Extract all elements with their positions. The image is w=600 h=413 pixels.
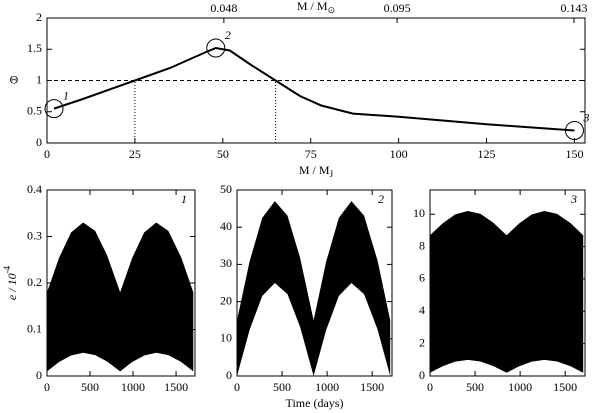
point-marker bbox=[564, 121, 584, 140]
y-tick-label: 0.5 bbox=[27, 104, 42, 118]
x2-axis-label-text: M / M bbox=[297, 0, 328, 13]
x2-tick-label: 0.048 bbox=[210, 1, 237, 15]
y-tick-label: 0.4 bbox=[27, 182, 42, 196]
envelope-area bbox=[430, 211, 584, 373]
y-tick-label: 0 bbox=[36, 368, 42, 382]
x-tick-label: 0 bbox=[44, 380, 50, 394]
x-axis-label-text: M / M bbox=[299, 163, 330, 177]
x-axis-label-sub: J bbox=[330, 169, 334, 179]
y-tick-label: 0.2 bbox=[27, 275, 42, 289]
x-tick-label: 25 bbox=[129, 147, 141, 161]
x-tick-label: 1500 bbox=[164, 380, 188, 394]
point-label: 3 bbox=[582, 110, 589, 124]
plot-frame bbox=[429, 189, 586, 377]
y-tick-label: 0.3 bbox=[27, 228, 42, 242]
plot-frame bbox=[46, 189, 196, 377]
x-tick-label: 0 bbox=[234, 380, 240, 394]
point-label: 1 bbox=[63, 88, 69, 102]
x-tick-label: 500 bbox=[466, 380, 484, 394]
x-tick-label: 1000 bbox=[121, 380, 145, 394]
y-axis-label-text: e / 10 bbox=[5, 273, 19, 300]
point-marker bbox=[44, 99, 64, 119]
x-tick-label: 1500 bbox=[553, 380, 577, 394]
y-axis-label: e / 10-4 bbox=[2, 265, 19, 300]
y-tick-label: 10 bbox=[413, 206, 425, 220]
envelope-area bbox=[47, 222, 194, 372]
y-tick-label: 6 bbox=[419, 271, 425, 285]
y-tick-label: 2 bbox=[419, 335, 425, 349]
data-line bbox=[53, 46, 575, 132]
x2-tick-label: 0.095 bbox=[384, 1, 411, 15]
y-axis-label-sup: -4 bbox=[2, 265, 12, 273]
y-tick-label: 0 bbox=[419, 368, 425, 382]
x-tick-label: 500 bbox=[81, 380, 99, 394]
x2-axis-label-sub: ⊙ bbox=[328, 5, 336, 15]
panel-label: 2 bbox=[378, 192, 384, 206]
y-tick-label: 0 bbox=[36, 135, 42, 149]
point-marker bbox=[206, 38, 226, 58]
y-tick-label: 10 bbox=[220, 331, 232, 345]
x-axis-label: M / MJ bbox=[299, 163, 334, 179]
y-tick-label: 4 bbox=[419, 303, 425, 317]
y-tick-label: 0 bbox=[226, 368, 232, 382]
plot-frame bbox=[46, 17, 586, 144]
y-tick-label: 50 bbox=[220, 182, 232, 196]
x-tick-label: 1500 bbox=[360, 380, 384, 394]
x-tick-label: 150 bbox=[565, 147, 583, 161]
panel-label: 3 bbox=[570, 192, 577, 206]
x-tick-label: 50 bbox=[217, 147, 229, 161]
y-axis-label: Θ bbox=[10, 72, 19, 86]
panel-label: 1 bbox=[181, 192, 187, 206]
x-tick-label: 100 bbox=[390, 147, 408, 161]
y-tick-label: 1 bbox=[36, 72, 42, 86]
x-tick-label: 1000 bbox=[508, 380, 532, 394]
point-label: 2 bbox=[225, 28, 231, 42]
x-tick-label: 125 bbox=[478, 147, 496, 161]
y-tick-label: 0.1 bbox=[27, 321, 42, 335]
x-tick-label: 500 bbox=[273, 380, 291, 394]
y-tick-label: 8 bbox=[419, 238, 425, 252]
x-axis-label: Time (days) bbox=[286, 396, 344, 410]
x-tick-label: 1000 bbox=[315, 380, 339, 394]
y-tick-label: 20 bbox=[220, 293, 232, 307]
envelope-area bbox=[237, 201, 391, 376]
x2-tick-label: 0.143 bbox=[560, 1, 587, 15]
y-tick-label: 40 bbox=[220, 219, 232, 233]
x-tick-label: 0 bbox=[44, 147, 50, 161]
y-tick-label: 30 bbox=[220, 256, 232, 270]
y-tick-label: 1.5 bbox=[27, 41, 42, 55]
plot-frame bbox=[236, 189, 393, 377]
x-tick-label: 0 bbox=[427, 380, 433, 394]
y-tick-label: 2 bbox=[36, 10, 42, 24]
x2-axis-label: M / M⊙ bbox=[297, 0, 335, 15]
x-tick-label: 75 bbox=[305, 147, 317, 161]
